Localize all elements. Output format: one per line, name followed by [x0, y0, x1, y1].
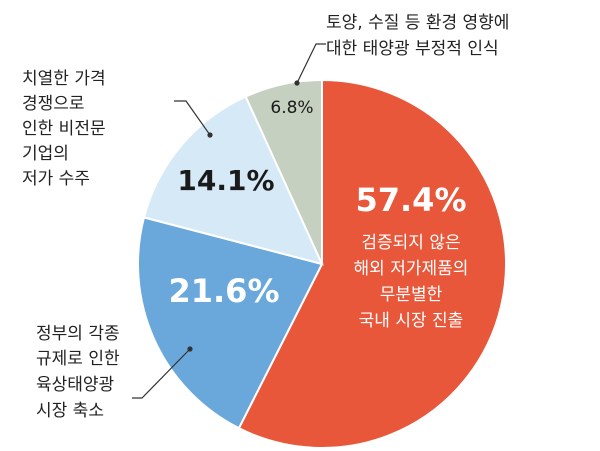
slice-3-callout-line [174, 100, 211, 136]
slice-4-callout-dot [294, 80, 300, 86]
slice-4-category-label: 대한 태양광 부정적 인식 [326, 39, 499, 59]
slice-2-category-label: 정부의 각종 [36, 324, 120, 344]
slice-4-value-label: 6.8% [270, 98, 313, 118]
slice-2-category-label: 시장 축소 [36, 401, 104, 421]
slice-3-value-label: 14.1% [177, 164, 274, 197]
slice-3-category-label: 저가 수주 [22, 169, 90, 189]
slice-3-category-label: 치열한 가격 [22, 69, 106, 89]
slice-2-category-label: 육상태양광 [36, 375, 114, 395]
slice-1-value-label: 57.4% [355, 181, 466, 219]
slice-1-category-label: 무분별한 [380, 285, 443, 305]
slice-4-category-label: 토양, 수질 등 환경 영향에 [326, 13, 509, 33]
slice-3-category-label: 경쟁으로 [22, 94, 85, 114]
slice-1-category-label: 해외 저가제품의 [354, 259, 469, 279]
slice-1-category-label: 국내 시장 진출 [359, 311, 464, 331]
slice-2-callout-dot [187, 346, 193, 352]
pie-slice-3 [142, 95, 324, 266]
slice-4-callout-line [296, 43, 326, 84]
pie-slice-2 [137, 216, 324, 430]
slice-2-callout-line [132, 348, 191, 399]
slice-1-category-label: 검증되지 않은 [361, 233, 460, 253]
slice-2-value-label: 21.6% [168, 272, 279, 310]
slice-3-category-label: 기업의 [22, 144, 69, 164]
pie-slice-4 [244, 78, 323, 265]
pie-slice-1 [237, 78, 507, 449]
slice-2-category-label: 규제로 인한 [36, 349, 120, 369]
slice-3-category-label: 인한 비전문 [22, 119, 106, 139]
slice-3-callout-dot [207, 132, 213, 138]
